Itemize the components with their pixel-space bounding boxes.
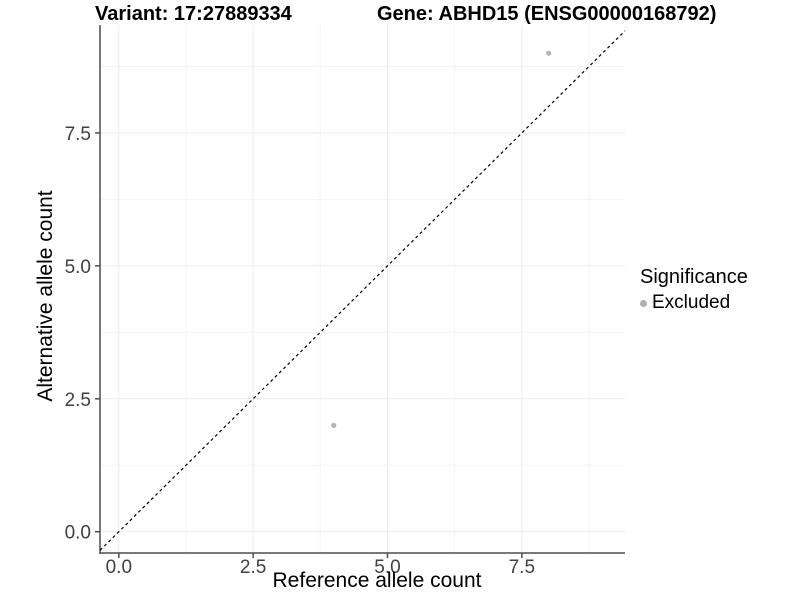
- y-tick-label: 0.0: [65, 523, 91, 544]
- x-tick-label: 2.5: [240, 557, 266, 578]
- x-axis-title: Reference allele count: [272, 569, 482, 592]
- identity-dashed-line: [99, 30, 626, 551]
- y-axis-title: Alternative allele count: [34, 190, 57, 402]
- x-tick-label: 7.5: [509, 557, 535, 578]
- legend-key-dot-icon: [640, 299, 647, 307]
- legend-item-label: Excluded: [652, 292, 731, 313]
- x-tick-label: 5.0: [374, 557, 400, 578]
- y-tick-label: 2.5: [65, 390, 91, 411]
- gene-title: Gene: ABHD15 (ENSG00000168792): [377, 3, 717, 25]
- variant-title: Variant: 17:27889334: [95, 3, 292, 25]
- legend: Significance Excluded: [640, 266, 748, 314]
- data-point: [546, 50, 552, 56]
- legend-title: Significance: [640, 266, 748, 288]
- x-tick-label: 0.0: [106, 557, 132, 578]
- y-tick-label: 7.5: [65, 124, 91, 145]
- data-point: [331, 422, 337, 428]
- y-tick-label: 5.0: [65, 257, 91, 278]
- legend-item-excluded: Excluded: [640, 292, 748, 314]
